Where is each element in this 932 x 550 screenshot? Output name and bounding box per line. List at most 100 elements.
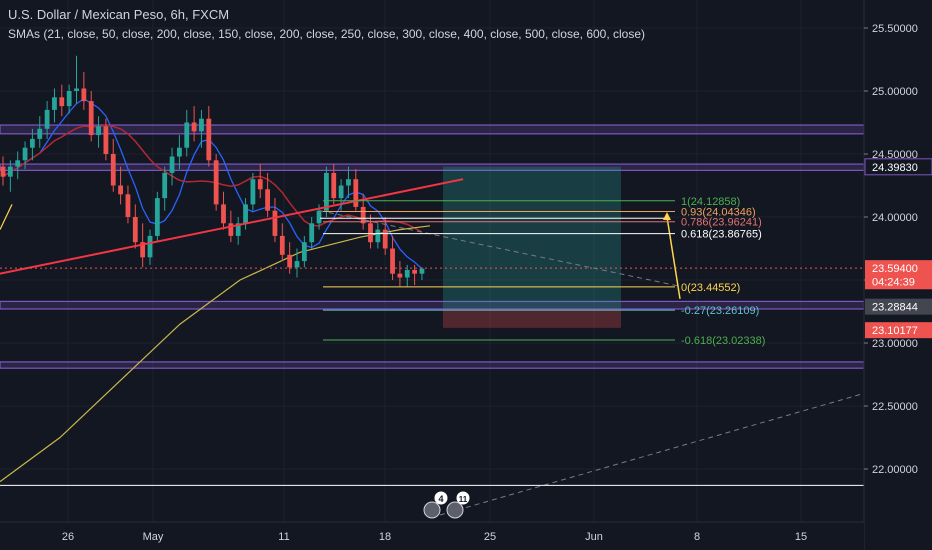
- candle-21: [154, 198, 160, 236]
- candle-29: [213, 160, 219, 205]
- y-tick-6: 22.50000: [872, 401, 918, 413]
- candle-5: [37, 128, 43, 139]
- candle-56: [412, 269, 417, 274]
- zone-1[interactable]: [0, 163, 865, 171]
- candles: [0, 55, 425, 287]
- price-label-bg-4: [865, 322, 932, 339]
- profit-zone[interactable]: [443, 166, 621, 309]
- candle-39: [287, 254, 293, 268]
- candle-28: [206, 118, 212, 161]
- dashed-downtrend[interactable]: [319, 210, 681, 287]
- candle-0: [0, 166, 6, 177]
- price-label-2: 04:24:39: [872, 276, 915, 288]
- x-tick-2: 11: [278, 531, 289, 543]
- price-label-4: 23.10177: [872, 325, 918, 337]
- sma-50-line: [2, 124, 423, 233]
- grid: [0, 0, 864, 522]
- y-tick-1: 25.00000: [872, 86, 918, 98]
- candle-51: [375, 229, 381, 243]
- candle-42: [309, 223, 315, 243]
- candle-11: [81, 88, 87, 102]
- position-box[interactable]: [443, 166, 621, 328]
- candle-16: [118, 185, 123, 195]
- x-tick-5: Jun: [585, 531, 603, 543]
- candle-34: [250, 179, 256, 205]
- x-tick-3: 18: [379, 531, 391, 543]
- y-tick-7: 22.00000: [872, 464, 918, 476]
- event-flag-us-icon[interactable]: [423, 501, 441, 519]
- x-tick-7: 15: [795, 531, 807, 543]
- candle-13: [96, 126, 101, 136]
- price-axis[interactable]: 25.5000025.0000024.5000024.0000023.50000…: [863, 0, 932, 550]
- candle-50: [368, 223, 373, 243]
- candle-53: [390, 248, 395, 274]
- price-label-bg-1: [865, 260, 932, 277]
- time-axis[interactable]: 26 May 11 18 25 Jun 8 15: [0, 521, 864, 550]
- candle-3: [22, 147, 28, 161]
- candle-22: [162, 172, 168, 199]
- projection-arrowhead[interactable]: [663, 212, 671, 220]
- candle-25: [184, 122, 190, 148]
- projection-arrow[interactable]: [666, 216, 681, 300]
- candle-2: [15, 160, 21, 167]
- zone-0[interactable]: [0, 124, 865, 135]
- candle-6: [44, 109, 50, 129]
- candle-45: [331, 172, 337, 199]
- candle-54: [397, 273, 403, 278]
- price-label-bg-0: [864, 158, 932, 176]
- price-label-1: 23.59400: [872, 263, 918, 275]
- candle-41: [301, 242, 307, 262]
- price-label-3: 23.28844: [872, 302, 918, 314]
- y-tick-3: 24.00000: [872, 212, 918, 224]
- event-badge-bg-1: [456, 491, 470, 505]
- candle-31: [228, 223, 234, 236]
- fib-label-4: 0(23.44552): [681, 282, 740, 294]
- event-flag-mx-icon[interactable]: [446, 501, 464, 519]
- candle-49: [360, 206, 366, 224]
- candle-14: [103, 126, 109, 154]
- candle-55: [404, 269, 410, 278]
- fib-label-3: 0.618(23.86765): [681, 229, 762, 241]
- indicator-legend[interactable]: SMAs (21, close, 50, close, 200, close, …: [8, 27, 646, 41]
- fib-label-2: 0.786(23.96241): [681, 217, 762, 229]
- dashed-uptrend[interactable]: [439, 392, 865, 516]
- candle-20: [147, 235, 153, 258]
- x-tick-6: 8: [694, 531, 700, 543]
- candle-33: [243, 204, 248, 224]
- candle-17: [125, 194, 131, 217]
- fibonacci-retracement[interactable]: 1(24.12858)0.93(24.04346)0.786(23.96241)…: [323, 196, 765, 347]
- x-tick-1: May: [143, 531, 164, 543]
- zones: [0, 124, 865, 369]
- candle-9: [66, 91, 72, 107]
- candle-47: [346, 179, 351, 186]
- zone-3[interactable]: [0, 361, 865, 369]
- candle-8: [59, 97, 65, 107]
- candle-10: [74, 88, 79, 91]
- x-tick-4: 25: [484, 531, 496, 543]
- candle-32: [235, 223, 241, 236]
- candle-37: [272, 210, 278, 236]
- symbol-title[interactable]: U.S. Dollar / Mexican Peso, 6h, FXCM: [8, 7, 230, 22]
- candle-52: [382, 229, 388, 249]
- price-label-0: 24.39830: [872, 162, 918, 174]
- y-tick-2: 24.50000: [872, 149, 918, 161]
- candle-46: [338, 185, 344, 199]
- loss-zone[interactable]: [443, 308, 621, 328]
- candle-43: [316, 210, 322, 224]
- sma-21-line: [2, 98, 423, 270]
- event-badge-0: 4: [438, 494, 443, 504]
- drawings[interactable]: 4 11: [0, 178, 865, 519]
- rising-trendline[interactable]: [0, 178, 464, 275]
- candle-57: [419, 268, 425, 274]
- left-arrow[interactable]: [0, 204, 13, 230]
- candle-44: [324, 172, 329, 211]
- fib-label-6: -0.618(23.02338): [681, 335, 765, 347]
- candle-35: [257, 179, 263, 190]
- candle-15: [110, 154, 116, 186]
- candle-7: [52, 97, 57, 110]
- candle-24: [177, 147, 182, 157]
- event-badge-1: 11: [459, 495, 468, 504]
- event-badge-bg-0: [434, 491, 448, 505]
